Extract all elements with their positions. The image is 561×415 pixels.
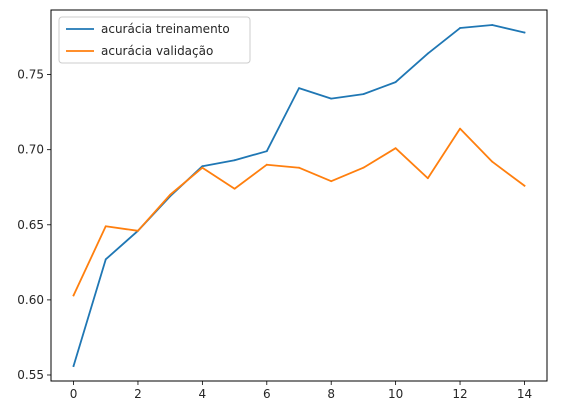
x-tick-label-5: 10 bbox=[388, 387, 403, 401]
data-point-0-11 bbox=[426, 52, 429, 55]
series-layer bbox=[72, 24, 526, 368]
x-axis: 0 2 4 6 8 10 12 14 bbox=[70, 381, 532, 401]
data-point-0-13 bbox=[491, 24, 494, 26]
legend-label-validacao: acurácia validação bbox=[101, 44, 213, 58]
legend: acurácia treinamento acurácia validação bbox=[58, 16, 251, 64]
data-point-1-4 bbox=[201, 166, 204, 169]
x-tick-label-3: 6 bbox=[263, 387, 271, 401]
y-tick-label-0: 0.55 bbox=[17, 368, 44, 382]
y-axis: 0.55 0.60 0.65 0.70 0.75 bbox=[17, 68, 51, 382]
y-tick-label-1: 0.60 bbox=[17, 293, 44, 307]
data-point-1-6 bbox=[265, 163, 268, 166]
data-point-1-8 bbox=[330, 180, 333, 183]
plot-frame bbox=[50, 9, 548, 382]
x-tick-label-7: 14 bbox=[517, 387, 532, 401]
data-point-1-3 bbox=[169, 193, 172, 196]
data-point-0-4 bbox=[201, 165, 204, 168]
data-point-0-6 bbox=[265, 150, 268, 153]
data-point-1-14 bbox=[523, 184, 526, 187]
y-tick-label-2: 0.65 bbox=[17, 218, 44, 232]
x-tick-label-0: 0 bbox=[70, 387, 78, 401]
y-tick-label-3: 0.70 bbox=[17, 143, 44, 157]
data-point-0-14 bbox=[523, 31, 526, 34]
data-point-0-8 bbox=[330, 97, 333, 100]
x-tick-label-6: 12 bbox=[452, 387, 467, 401]
legend-box bbox=[58, 16, 251, 64]
data-point-1-9 bbox=[362, 166, 365, 169]
x-tick-label-4: 8 bbox=[327, 387, 335, 401]
data-point-1-11 bbox=[426, 177, 429, 180]
legend-label-treinamento: acurácia treinamento bbox=[101, 22, 230, 36]
data-point-1-13 bbox=[491, 160, 494, 163]
data-point-0-5 bbox=[233, 159, 236, 162]
data-point-0-7 bbox=[298, 87, 300, 90]
y-tick-label-4: 0.75 bbox=[17, 68, 44, 82]
data-point-1-0 bbox=[72, 294, 75, 297]
data-point-1-7 bbox=[298, 166, 300, 169]
x-tick-label-2: 4 bbox=[199, 387, 207, 401]
data-point-0-9 bbox=[362, 93, 365, 96]
data-point-0-0 bbox=[72, 365, 75, 367]
data-point-0-10 bbox=[394, 81, 397, 83]
x-tick-label-1: 2 bbox=[134, 387, 142, 401]
data-point-1-2 bbox=[137, 229, 139, 232]
data-point-0-12 bbox=[459, 27, 461, 29]
data-point-1-10 bbox=[394, 147, 397, 150]
data-point-1-12 bbox=[459, 127, 461, 130]
data-point-0-1 bbox=[104, 258, 107, 261]
data-point-1-1 bbox=[104, 225, 107, 228]
data-point-1-5 bbox=[233, 187, 236, 190]
